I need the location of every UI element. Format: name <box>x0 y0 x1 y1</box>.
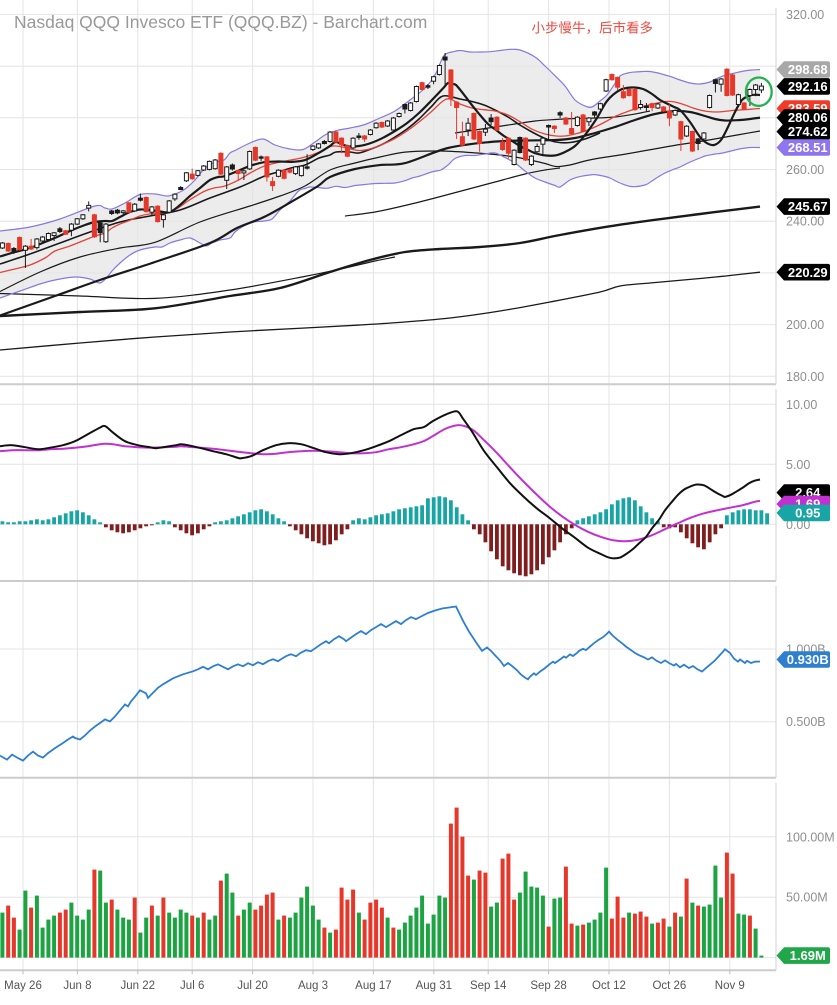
svg-text:320.00: 320.00 <box>786 8 824 22</box>
svg-text:Jun 8: Jun 8 <box>63 980 91 992</box>
svg-text:298.68: 298.68 <box>788 62 828 77</box>
svg-text:Aug 31: Aug 31 <box>416 980 452 992</box>
svg-text:274.62: 274.62 <box>788 124 828 139</box>
svg-text:50.00M: 50.00M <box>786 891 828 905</box>
svg-text:0.930B: 0.930B <box>787 652 829 667</box>
svg-text:May 26: May 26 <box>4 980 42 992</box>
svg-text:Jul 20: Jul 20 <box>237 980 268 992</box>
svg-text:260.00: 260.00 <box>786 163 824 177</box>
svg-text:Sep 14: Sep 14 <box>470 980 507 992</box>
svg-text:0.500B: 0.500B <box>786 715 826 729</box>
svg-text:1.69M: 1.69M <box>790 948 826 963</box>
svg-text:240.00: 240.00 <box>786 215 824 229</box>
svg-text:0.95: 0.95 <box>795 506 820 521</box>
svg-text:Jul 6: Jul 6 <box>180 980 204 992</box>
svg-text:Nov 9: Nov 9 <box>715 980 745 992</box>
svg-text:268.51: 268.51 <box>788 140 828 155</box>
svg-text:10.00: 10.00 <box>786 398 817 412</box>
svg-text:200.00: 200.00 <box>786 318 824 332</box>
svg-text:Oct 12: Oct 12 <box>592 980 626 992</box>
svg-text:Nasdaq QQQ Invesco ETF (QQQ.BZ: Nasdaq QQQ Invesco ETF (QQQ.BZ) - Barcha… <box>14 12 427 32</box>
svg-text:Sep 28: Sep 28 <box>530 980 566 992</box>
svg-text:245.67: 245.67 <box>788 199 828 214</box>
svg-text:5.00: 5.00 <box>786 458 810 472</box>
svg-text:Aug 3: Aug 3 <box>298 980 328 992</box>
svg-text:180.00: 180.00 <box>786 370 824 384</box>
svg-text:0.00: 0.00 <box>786 518 810 532</box>
svg-text:Aug 17: Aug 17 <box>355 980 391 992</box>
svg-text:Oct 26: Oct 26 <box>652 980 686 992</box>
svg-text:292.16: 292.16 <box>788 79 828 94</box>
svg-text:100.00M: 100.00M <box>786 830 835 844</box>
svg-text:Jun 22: Jun 22 <box>121 980 156 992</box>
svg-text:220.29: 220.29 <box>788 265 828 280</box>
svg-text:280.06: 280.06 <box>788 110 828 125</box>
